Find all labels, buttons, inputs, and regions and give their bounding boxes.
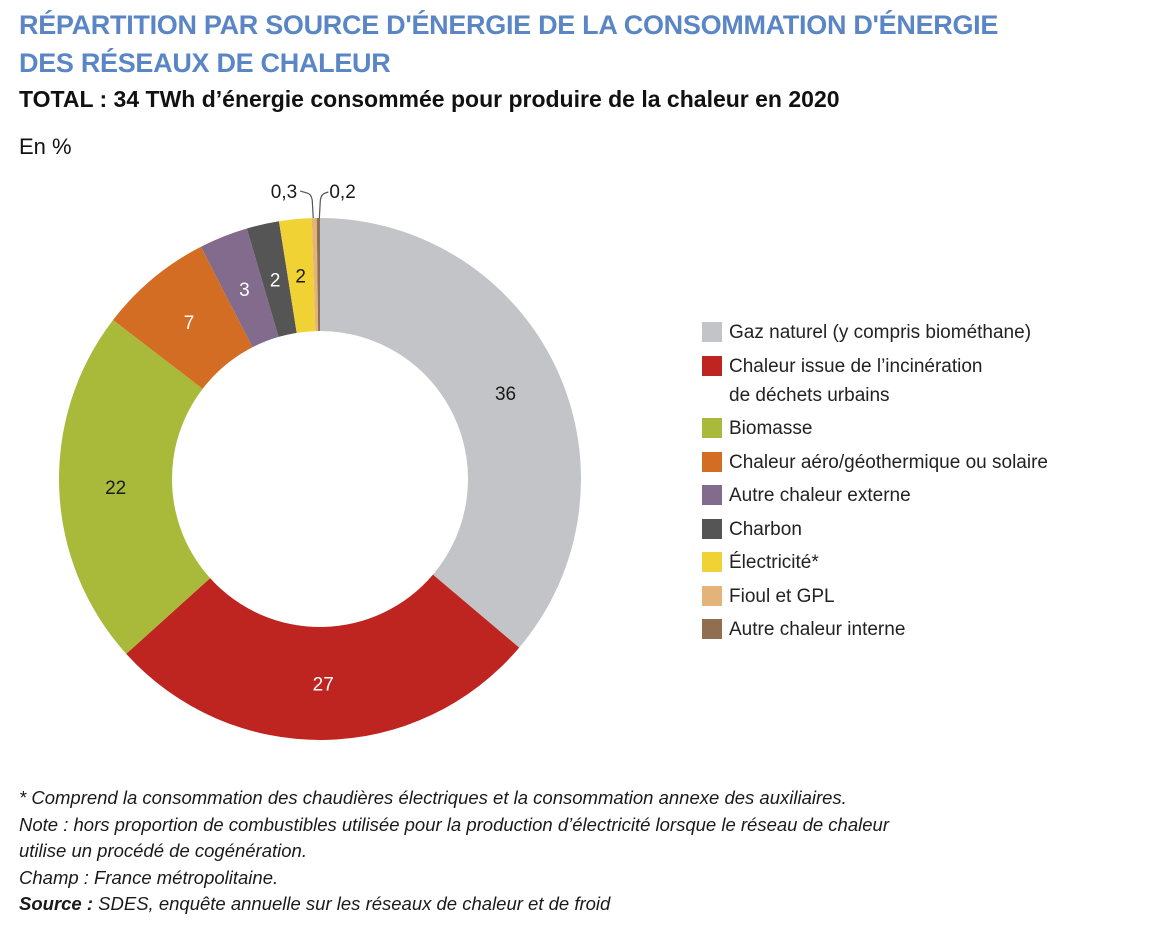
slice-value-label: 2 [295, 266, 306, 287]
legend-swatch [702, 619, 722, 639]
footnote: * Comprend la consommation des chaudière… [19, 787, 847, 808]
slice-value-label: 22 [105, 478, 126, 499]
legend-label: Autre chaleur interne [729, 619, 906, 640]
chart-title-line-1: RÉPARTITION PAR SOURCE D'ÉNERGIE DE LA C… [19, 10, 999, 40]
note-line-2: utilise un procédé de cogénération. [19, 840, 307, 861]
chart-title: RÉPARTITION PAR SOURCE D'ÉNERGIE DE LA C… [19, 6, 998, 82]
legend-label: Électricité* [729, 552, 819, 573]
legend-swatch [702, 485, 722, 505]
unit-label: En % [19, 134, 72, 159]
donut-slice [200, 228, 279, 348]
legend-label: Charbon [729, 518, 802, 540]
legend-swatch [702, 552, 722, 572]
donut-slice [311, 218, 319, 332]
leader-line [318, 191, 329, 219]
legend-item: Chaleur issue de l’incinération de déche… [702, 352, 1048, 410]
slice-value-label: 2 [270, 270, 281, 291]
slice-value-label: 36 [495, 384, 516, 405]
legend-label: Gaz naturel (y compris biométhane) [729, 322, 1032, 343]
donut-slice [246, 221, 297, 337]
legend-swatch [702, 418, 722, 438]
legend-swatch [702, 355, 722, 376]
legend-item: Chaleur aéro/géothermique ou solaire [702, 448, 1048, 477]
legend-item: Biomasse [702, 414, 1048, 443]
legend-swatch [702, 322, 722, 342]
donut-slice [113, 246, 253, 389]
chart-subtitle: TOTAL : 34 TWh d’énergie consommée pour … [19, 86, 840, 112]
legend-label: Fioul et GPL [729, 585, 835, 607]
legend-item: Autre chaleur externe [702, 481, 1048, 510]
legend-label: Chaleur aéro/géothermique ou solaire [729, 451, 1048, 473]
chart-title-line-2: DES RÉSEAUX DE CHALEUR [19, 48, 391, 78]
legend-label: Chaleur issue de l’incinération de déche… [729, 355, 983, 406]
donut-slice [278, 218, 316, 333]
legend: Gaz naturel (y compris biométhane) Chaleu… [702, 318, 1048, 649]
legend-item: Fioul et GPL [702, 582, 1048, 611]
slice-value-label: 0,3 [271, 182, 297, 203]
legend-item: Charbon [702, 515, 1048, 544]
donut-slice [320, 218, 581, 648]
source-note: Source : SDES, enquête annuelle sur les … [19, 891, 889, 918]
slice-value-label: 7 [184, 313, 195, 334]
legend-item: Électricité* [702, 548, 1048, 577]
champ-note: Champ : France métropolitaine. [19, 866, 279, 888]
slice-value-label: 0,2 [329, 182, 355, 203]
legend-item: Gaz naturel (y compris biométhane) [702, 318, 1048, 347]
legend-swatch [702, 451, 722, 472]
donut-slice [126, 574, 520, 740]
legend-item: Autre chaleur interne [702, 615, 1048, 644]
slice-value-label: 27 [313, 674, 334, 695]
leader-line [300, 190, 314, 219]
legend-swatch [702, 518, 722, 539]
legend-label: Autre chaleur externe [729, 485, 911, 506]
slice-value-label: 3 [239, 280, 250, 301]
donut-slice [58, 319, 211, 654]
source-label: Source : [19, 893, 94, 914]
donut-slice [316, 218, 320, 332]
note-line-1: Note : hors proportion de combustibles u… [19, 813, 889, 835]
legend-swatch [702, 585, 722, 606]
legend-label: Biomasse [729, 418, 813, 439]
chart-notes: * Comprend la consommation des chaudière… [19, 785, 889, 918]
source-text: SDES, enquête annuelle sur les réseaux d… [93, 893, 611, 914]
